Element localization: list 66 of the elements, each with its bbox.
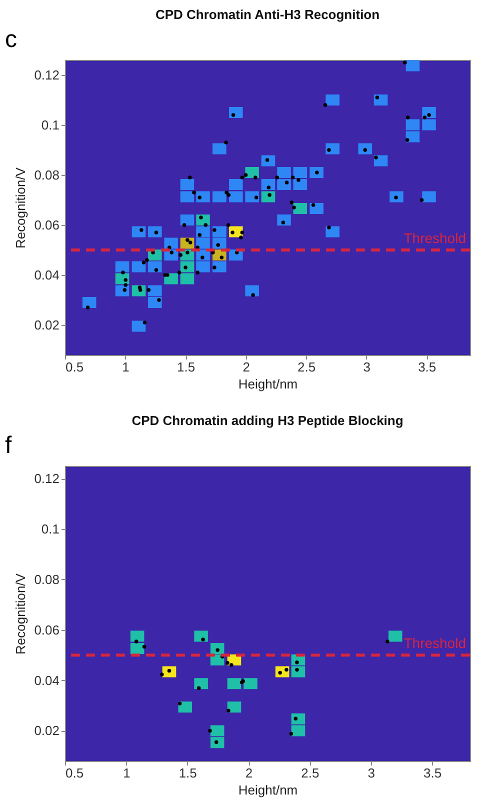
x-tick-label: 2.5 <box>298 360 316 374</box>
point <box>162 666 176 678</box>
point <box>244 678 258 690</box>
point <box>210 725 224 736</box>
point <box>230 663 234 667</box>
x-axis-title: Height/nm <box>238 376 298 392</box>
point <box>178 702 192 713</box>
y-tick-label: 0.04 <box>34 672 60 688</box>
x-tick-label: 3 <box>368 766 376 780</box>
x-tick-label: 2 <box>245 766 253 780</box>
point <box>226 661 230 665</box>
chart-title: CPD Chromatin adding H3 Peptide Blocking <box>132 413 404 428</box>
y-tick-label: 0.02 <box>34 318 60 332</box>
point <box>386 640 390 644</box>
y-tick-label: 0.06 <box>34 622 60 638</box>
point <box>196 686 201 690</box>
y-axis-title: Recognition/V <box>13 167 28 248</box>
point <box>194 630 208 642</box>
x-tick-label: 2.5 <box>301 766 320 780</box>
point <box>178 702 182 706</box>
x-tick-label: 1.5 <box>176 360 196 374</box>
x-tick-label: 3.5 <box>424 766 442 780</box>
point <box>134 640 138 644</box>
point <box>291 713 306 724</box>
point <box>130 643 144 654</box>
point <box>130 630 144 642</box>
x-tick-label: 0.5 <box>66 766 84 780</box>
x-tick-label: 1 <box>122 360 130 374</box>
y-axis-title: Recognition/V <box>13 573 28 654</box>
ref-line-label: Threshold <box>404 635 466 652</box>
x-tick-label: 2 <box>242 360 250 374</box>
ref-line-label: Threshold <box>404 230 466 246</box>
point <box>291 666 306 678</box>
y-tick-label: 0.08 <box>34 572 60 587</box>
point <box>160 672 164 676</box>
x-tick-label: 1.5 <box>178 766 197 780</box>
y-tick-label: 0.12 <box>34 68 60 82</box>
y-tick-label: 0.1 <box>41 118 60 132</box>
y-tick-label: 0.04 <box>34 268 60 282</box>
point <box>284 668 288 672</box>
point <box>210 737 224 748</box>
text: f <box>5 432 12 459</box>
y-tick-label: 0.12 <box>34 471 60 486</box>
point <box>227 702 242 713</box>
text: c <box>5 26 17 53</box>
point <box>388 630 402 642</box>
point <box>208 728 212 733</box>
x-tick-label: 3 <box>363 360 370 374</box>
point <box>194 678 208 690</box>
y-tick-label: 0.08 <box>34 168 60 182</box>
point <box>226 708 230 712</box>
point <box>295 660 299 664</box>
point <box>291 725 306 736</box>
y-tick-label: 0.02 <box>34 723 60 738</box>
x-tick-label: 0.5 <box>66 360 84 374</box>
point <box>227 678 242 690</box>
point <box>201 638 205 642</box>
x-tick-label: 3.5 <box>418 360 436 374</box>
y-tick-label: 0.1 <box>41 522 60 537</box>
point <box>142 644 146 649</box>
chart-title: CPD Chromatin Anti-H3 Recognition <box>155 7 380 22</box>
point <box>294 716 298 721</box>
point <box>289 732 294 736</box>
x-tick-label: 1 <box>123 766 130 780</box>
x-axis-title: Height/nm <box>238 782 298 798</box>
y-tick-label: 0.06 <box>34 218 60 232</box>
